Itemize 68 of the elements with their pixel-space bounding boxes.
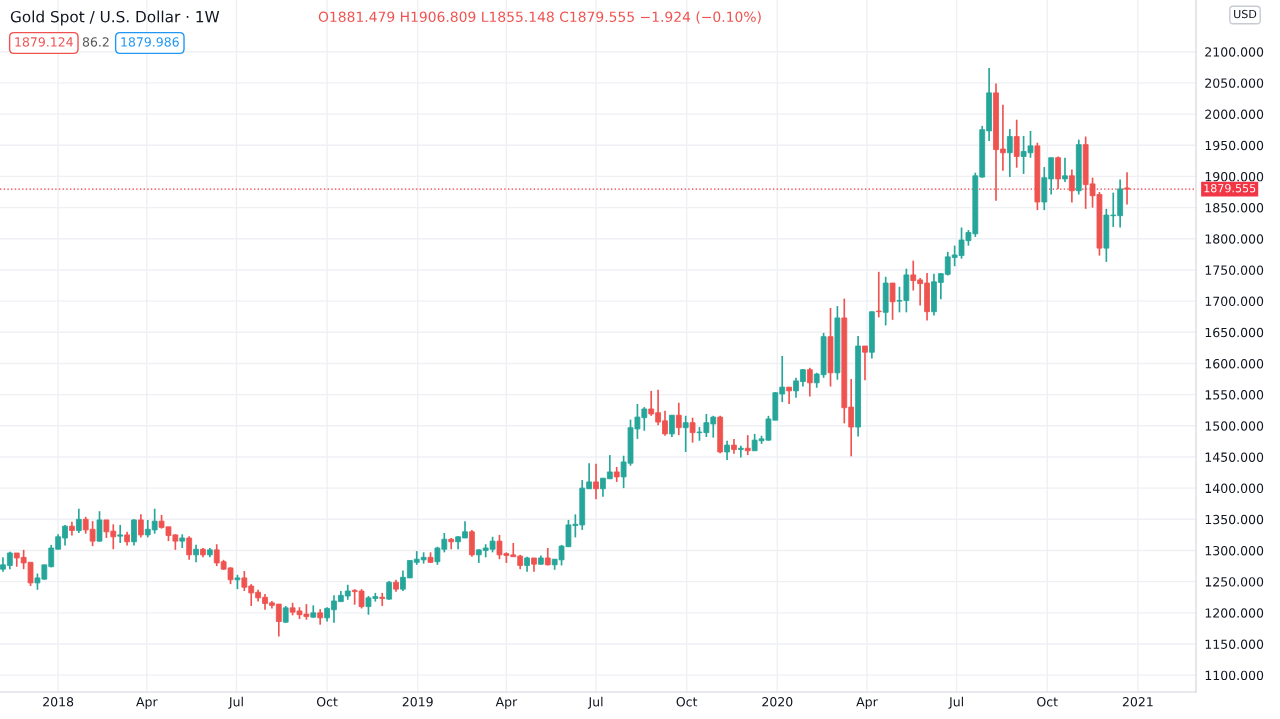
y-tick-label: 2050.000 (1205, 78, 1264, 88)
x-tick-label: 2020 (762, 697, 793, 707)
candlestick (889, 282, 896, 321)
ref-line-label: 1879.555 (1204, 183, 1256, 193)
x-tick-label: Oct (676, 697, 698, 707)
candlestick (117, 524, 124, 544)
annotation: 86.2 (82, 37, 109, 47)
candlestick (875, 270, 882, 319)
candlestick (469, 529, 475, 558)
y-tick-label: 1150.000 (1205, 639, 1264, 649)
candlestick (75, 507, 82, 534)
candlestick (96, 510, 103, 543)
candlestick (1124, 171, 1130, 206)
x-tick-label: Jul (948, 696, 963, 709)
y-tick-label: 1450.000 (1205, 452, 1264, 462)
y-tick-label: 2000.000 (1205, 109, 1264, 120)
y-tick-label: 1500.000 (1205, 421, 1264, 431)
y-tick-label: 1950.000 (1205, 140, 1264, 151)
y-tick-label: 1850.000 (1205, 203, 1264, 213)
candlestick (1062, 156, 1068, 183)
candlestick (186, 535, 193, 561)
x-tick-label: Apr (495, 697, 518, 709)
candlestick (593, 462, 599, 501)
y-tick-label: 1600.000 (1205, 358, 1264, 369)
y-tick-label: 2100.000 (1205, 47, 1264, 57)
y-tick-label: 1100.000 (1205, 670, 1264, 681)
candlestick (737, 444, 744, 459)
y-tick-label: 1700.000 (1205, 296, 1264, 307)
candlestick (724, 439, 730, 461)
y-tick-label: 1250.000 (1205, 577, 1264, 587)
candlestick (1055, 155, 1061, 190)
x-tick-label: 2019 (402, 697, 433, 707)
candlestick (386, 580, 393, 601)
candlestick (806, 366, 813, 398)
annotation: O1881.479 H1906.809 L1855.148 C1879.555 −1.924 (−0.10%) (318, 11, 761, 24)
candlestick (138, 513, 144, 539)
y-tick-label: 1900.000 (1205, 171, 1264, 182)
y-tick-label: 1550.000 (1205, 390, 1264, 400)
y-tick-label: 1400.000 (1205, 483, 1264, 494)
y-axis-title: USD (1234, 9, 1257, 19)
candlestick (682, 414, 689, 453)
y-tick-label: 1200.000 (1205, 608, 1264, 618)
y-tick-label: 1800.000 (1205, 234, 1264, 244)
x-tick-label: 2021 (1122, 697, 1153, 707)
candlestick (675, 401, 682, 436)
x-tick-label: Jul (228, 696, 243, 709)
x-tick-label: Apr (856, 697, 878, 709)
candlestick (689, 416, 696, 444)
annotation: 1879.124 (15, 37, 73, 47)
y-tick-label: 1300.000 (1205, 545, 1264, 556)
candlestick (1013, 118, 1020, 169)
candlestick (131, 518, 137, 547)
candlestick (379, 592, 386, 607)
x-tick-label: Oct (316, 697, 338, 707)
x-tick-label: Oct (1037, 697, 1058, 707)
y-tick-label: 1650.000 (1205, 327, 1264, 338)
x-tick-label: 2018 (43, 697, 74, 707)
y-tick-label: 1750.000 (1205, 265, 1264, 275)
x-tick-label: Apr (136, 697, 158, 709)
candlestick (1006, 128, 1013, 178)
annotation: 1879.986 (121, 37, 179, 47)
candlestick (744, 434, 751, 456)
y-tick-label: 1350.000 (1205, 514, 1264, 525)
candlestick (1068, 168, 1075, 204)
x-tick-label: Jul (587, 696, 603, 709)
text: Gold Spot / U.S. Dollar · 1W (10, 10, 220, 26)
candlestick (862, 345, 868, 382)
candlestick (669, 414, 675, 438)
